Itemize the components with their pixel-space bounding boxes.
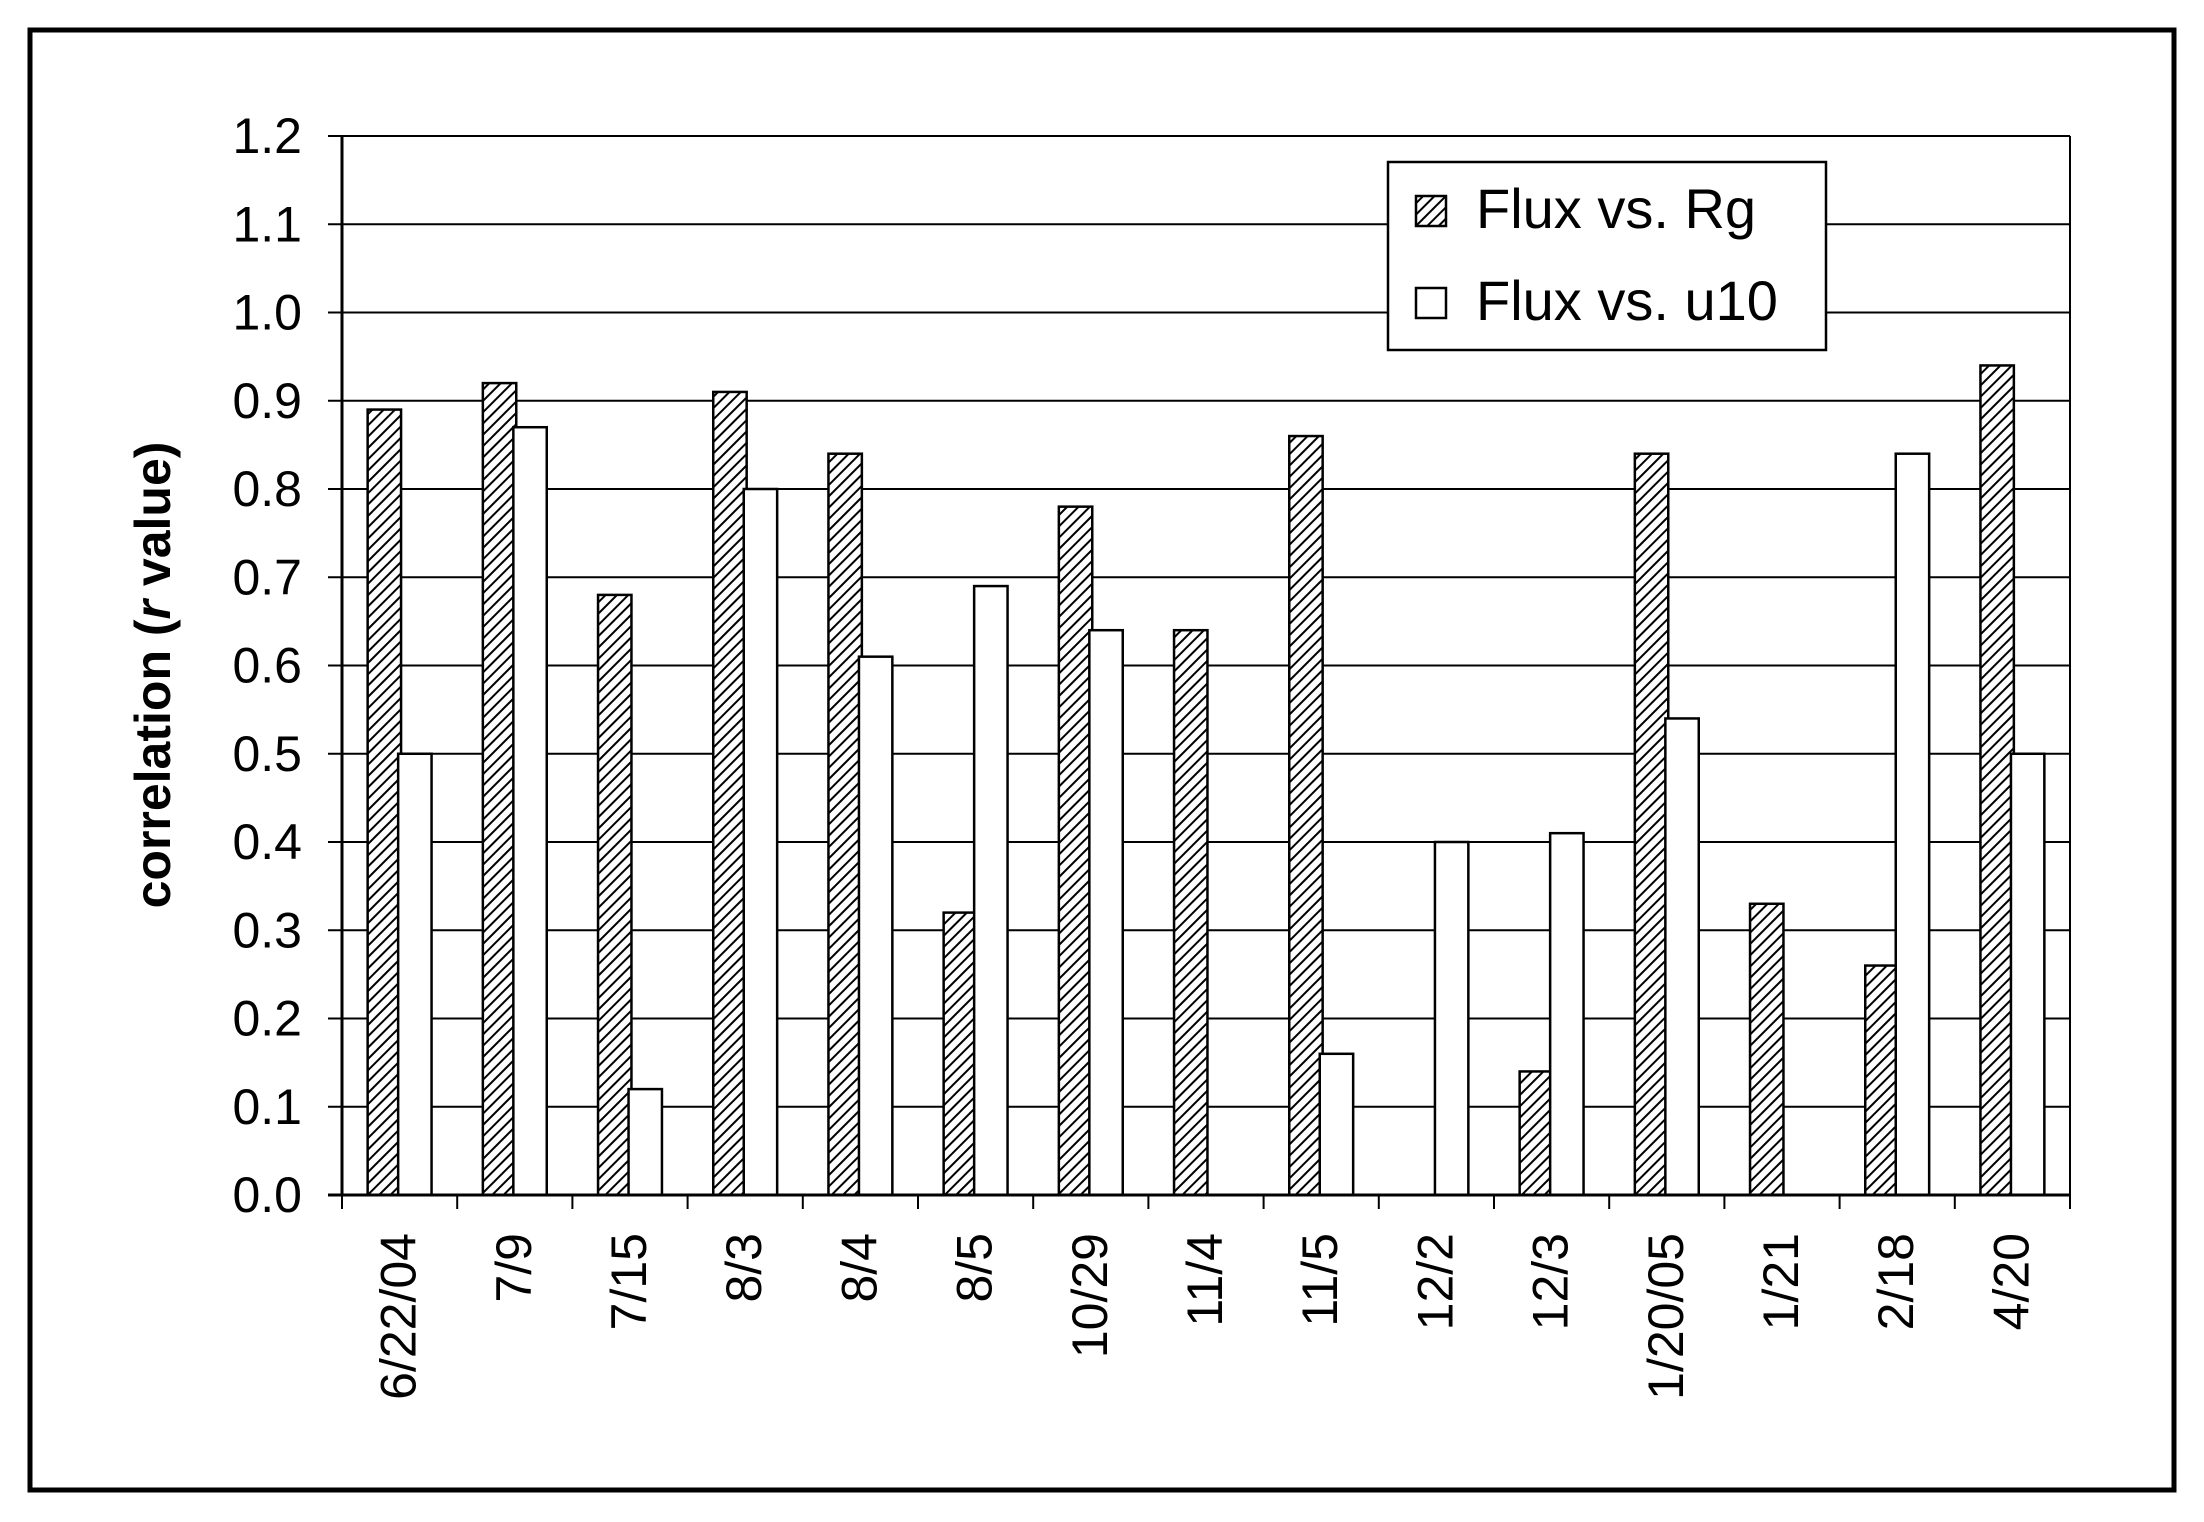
bar-flux-vs-rg (1287, 434, 1324, 1197)
y-tick-label: 0.2 (232, 991, 302, 1047)
y-tick-label: 0.4 (232, 814, 302, 870)
bar-flux-vs-u10 (2009, 752, 2046, 1197)
y-tick-label: 0.8 (232, 461, 302, 517)
bar-flux-vs-u10 (857, 655, 894, 1197)
bar-flux-vs-rg (1633, 452, 1670, 1197)
y-tick-label: 0.3 (232, 902, 302, 958)
x-category-label: 2/18 (1868, 1233, 1924, 1330)
bar-flux-vs-u10 (972, 584, 1009, 1197)
x-category-label: 1/21 (1753, 1233, 1809, 1330)
bar-flux-vs-u10 (1088, 628, 1125, 1197)
y-tick-label: 0.6 (232, 638, 302, 694)
x-category-label: 10/29 (1062, 1233, 1118, 1358)
x-category-label: 11/4 (1177, 1233, 1233, 1327)
y-axis-label-suffix: value) (125, 442, 181, 600)
y-tick-label: 0.1 (232, 1079, 302, 1135)
bar-flux-vs-u10 (1894, 452, 1931, 1197)
bar-flux-vs-u10 (1433, 840, 1470, 1197)
legend-box (1386, 160, 1828, 352)
bar-flux-vs-u10 (627, 1087, 664, 1197)
bar-flux-vs-rg (1863, 964, 1900, 1197)
bar-flux-vs-u10 (1318, 1052, 1355, 1197)
bar-flux-vs-rg (711, 390, 748, 1197)
y-tick-label: 0.5 (232, 726, 302, 782)
bar-flux-vs-rg (1979, 364, 2016, 1197)
x-category-label: 7/15 (601, 1233, 657, 1330)
x-category-label: 6/22/04 (371, 1233, 427, 1400)
y-tick-label: 1.1 (232, 196, 302, 252)
y-axis-label: correlation (r value) (125, 442, 181, 909)
bar-flux-vs-rg (1518, 1070, 1555, 1197)
legend-label-rg: Flux vs. Rg (1476, 177, 1756, 240)
bar-flux-vs-u10 (512, 425, 549, 1197)
bar-flux-vs-rg (1748, 902, 1785, 1197)
y-tick-label: 0.0 (232, 1167, 302, 1223)
y-tick-label: 0.9 (232, 373, 302, 429)
bar-flux-vs-rg (942, 911, 979, 1197)
bar-flux-vs-rg (827, 452, 864, 1197)
bar-flux-vs-rg (1057, 505, 1094, 1197)
y-tick-label: 1.2 (232, 108, 302, 164)
bar-flux-vs-rg (366, 408, 403, 1197)
bar-flux-vs-u10 (1548, 831, 1585, 1197)
x-category-label: 12/2 (1407, 1233, 1463, 1330)
legend-label-u10: Flux vs. u10 (1476, 269, 1778, 332)
bar-flux-vs-rg (596, 593, 633, 1197)
x-category-label: 8/5 (947, 1233, 1003, 1303)
x-category-label: 11/5 (1292, 1233, 1348, 1327)
y-tick-label: 0.7 (232, 549, 302, 605)
x-category-label: 12/3 (1523, 1233, 1579, 1330)
bar-flux-vs-rg (481, 381, 518, 1197)
legend: Flux vs. Rg Flux vs. u10 (1386, 160, 1828, 352)
x-category-label: 7/9 (486, 1233, 542, 1303)
x-tick-labels: 6/22/04 7/9 7/15 8/3 8/4 8/5 10/29 11/4 11/5 12/2… (371, 1233, 2040, 1400)
bar-flux-vs-u10 (742, 487, 779, 1197)
x-category-label: 1/20/05 (1638, 1233, 1694, 1400)
x-category-label: 8/4 (831, 1233, 887, 1303)
y-tick-labels: 0.0 0.1 0.2 0.3 0.4 0.5 0.6 0.7 0.8 0.9 1.0 1.1 1.2 (232, 108, 302, 1223)
x-category-label: 8/3 (716, 1233, 772, 1303)
legend-swatch-rg (1414, 194, 1448, 228)
bar-flux-vs-rg (1172, 628, 1209, 1197)
y-tick-label: 1.0 (232, 285, 302, 341)
bars (366, 364, 2046, 1197)
legend-swatch-u10 (1414, 286, 1448, 320)
bar-flux-vs-u10 (1664, 717, 1701, 1197)
axes (328, 135, 2071, 1209)
x-category-label: 4/20 (1983, 1233, 2039, 1330)
outer-border (27, 27, 2177, 1493)
bar-flux-vs-u10 (396, 752, 433, 1197)
y-axis-label-prefix: correlation ( (125, 619, 181, 908)
y-axis-label-italic: r (125, 597, 181, 619)
